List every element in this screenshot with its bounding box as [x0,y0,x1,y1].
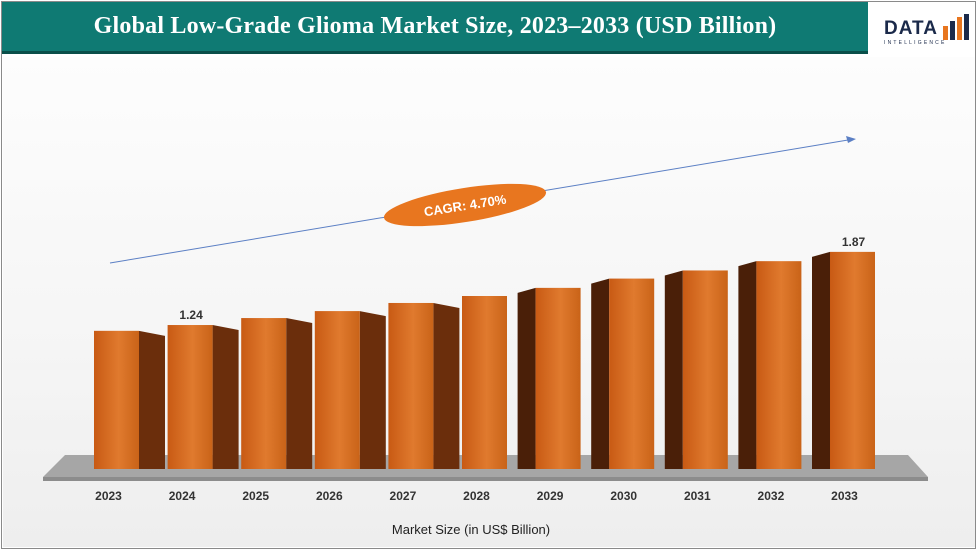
x-tick-label-2027: 2027 [390,489,417,503]
plot-area: CAGR: 4.70% 1.24 1.87 2023 2024 2025 2026 202… [3,57,975,547]
logo-text: DATA [884,18,938,39]
x-tick-label-2030: 2030 [610,489,637,503]
x-tick-label-2029: 2029 [537,489,564,503]
x-tick-label-2025: 2025 [242,489,269,503]
bar-2023 [94,330,165,469]
bar-front-2032 [756,261,802,469]
bar-front-2027 [388,302,434,469]
title-bar: Global Low-Grade Glioma Market Size, 202… [2,2,868,54]
bar-front-2026 [314,311,360,469]
chart-title: Global Low-Grade Glioma Market Size, 202… [93,13,777,39]
bar-side-2027 [433,302,460,469]
bar-2028 [462,295,507,469]
cagr-annotation: CAGR: 4.70% [383,183,547,227]
bar-front-2030 [609,278,655,469]
x-tick-label-2031: 2031 [684,489,711,503]
x-tick-label-2023: 2023 [95,489,122,503]
x-tick-label-2026: 2026 [316,489,343,503]
bar-side-2033 [812,251,830,469]
bar-2032 [738,261,802,469]
bar-front-2024 [167,325,213,469]
bar-2024 [167,325,239,469]
bar-front-2033 [830,251,875,469]
bar-side-2030 [591,278,610,469]
bar-front-2025 [241,318,287,469]
x-tick-label-2024: 2024 [169,489,196,503]
trend-arrow-head-icon [846,136,856,143]
x-tick-label-2033: 2033 [831,489,858,503]
x-axis-title: Market Size (in US$ Billion) [392,522,550,537]
bar-side-2024 [212,325,239,469]
bar-side-2032 [738,261,757,469]
bar-front-2029 [535,287,581,469]
bar-front-2023 [94,330,139,469]
bar-side-2023 [139,330,165,469]
bar-side-2026 [359,311,386,469]
x-tick-label-2028: 2028 [463,489,490,503]
bar-side-2025 [286,318,313,469]
bar-2030 [591,278,655,469]
logo-subtext: INTELLIGENCE [884,40,947,46]
chart-floor-edge [43,477,928,481]
bar-side-2031 [664,270,683,469]
bar-2033 [812,251,875,469]
data-label-2024: 1.24 [179,308,203,322]
datam-intelligence-logo: DATA INTELLIGENCE [872,4,972,52]
bar-2027 [388,302,460,469]
bar-chart: CAGR: 4.70% 1.24 1.87 2023 2024 2025 2026 202… [43,136,928,537]
data-label-2033: 1.87 [842,235,866,249]
bar-front-2031 [682,270,728,469]
bar-2031 [664,270,728,469]
x-tick-label-2032: 2032 [758,489,785,503]
bar-2025 [241,318,313,469]
bar-side-2029 [517,287,536,469]
cagr-ellipse [383,183,547,227]
bar-front-2028 [462,295,507,469]
logo-bars-icon [943,14,969,40]
bar-2026 [314,311,386,469]
bar-2029 [517,287,581,469]
